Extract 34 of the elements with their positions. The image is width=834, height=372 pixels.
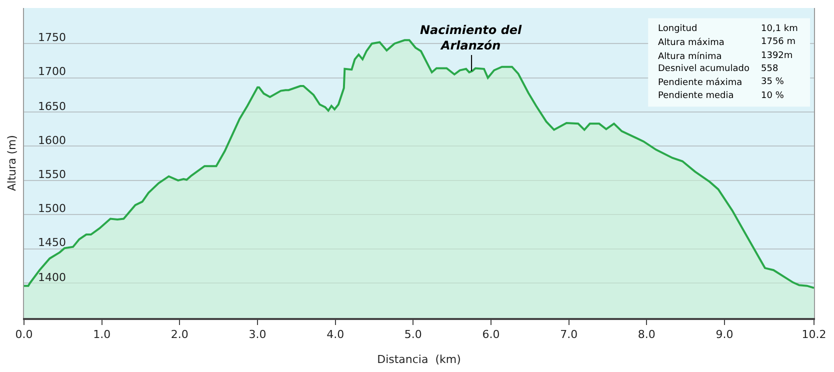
x-tick-label: 1.0	[93, 328, 111, 342]
annotation: Nacimiento del Arlanzón	[420, 23, 523, 53]
x-tick-label: 3.0	[248, 328, 266, 342]
annotation: Desnivel acumulado	[658, 64, 750, 74]
y-tick-label: 1400	[38, 271, 66, 284]
annotation: Pendiente máxima	[658, 77, 742, 88]
annotation: 558	[761, 64, 778, 74]
x-tick-label: 9.0	[716, 328, 734, 342]
annotation: Pendiente media	[658, 91, 734, 101]
y-tick-label: 1600	[38, 134, 66, 147]
annotation: Altura mínima	[658, 51, 722, 62]
annotation: 1392m	[761, 51, 793, 61]
annotation: 35 %	[761, 77, 784, 87]
y-tick-label: 1550	[38, 168, 66, 181]
y-tick-label: 1700	[38, 65, 66, 78]
x-tick-label: 10.2	[802, 328, 826, 342]
annotation: 1756 m	[761, 37, 796, 47]
x-tick-label: 7.0	[560, 328, 578, 342]
x-tick-label: 2.0	[170, 328, 188, 342]
x-tick-label: 5.0	[404, 328, 422, 342]
y-tick-label: 1650	[38, 100, 66, 113]
y-tick-label: 1450	[38, 236, 66, 249]
annotation: 10 %	[761, 91, 784, 101]
y-tick-label: 1500	[38, 202, 66, 215]
y-axis-title: Altura (m)	[6, 135, 19, 191]
x-tick-label: 8.0	[638, 328, 656, 342]
annotation: 10,1 km	[761, 24, 798, 34]
annotation: Altura máxima	[658, 37, 724, 48]
x-axis-title: Distancia (km)	[377, 352, 461, 366]
x-tick-label: 0.0	[15, 328, 33, 342]
annotation: Longitud	[658, 24, 698, 34]
x-tick-label: 6.0	[482, 328, 500, 342]
x-tick-label: 4.0	[326, 328, 344, 342]
y-tick-label: 1750	[38, 31, 66, 44]
